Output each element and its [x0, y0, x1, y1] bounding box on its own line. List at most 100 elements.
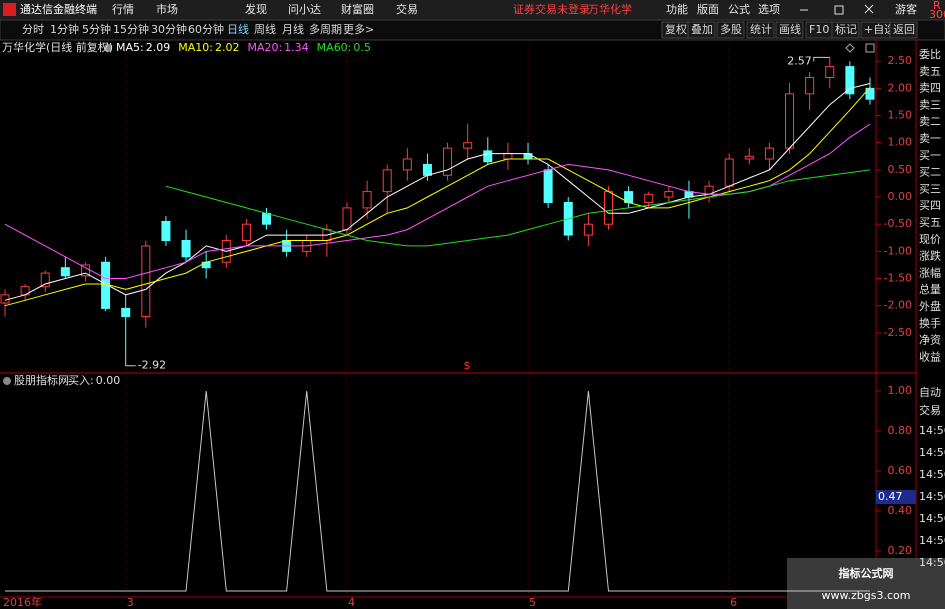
menu-item[interactable]: 问小达 [288, 3, 321, 16]
candle-body [724, 158, 734, 187]
period-tab[interactable]: 月线 [282, 22, 304, 36]
candle-body [825, 66, 835, 78]
tool-label[interactable]: 复权 [665, 22, 687, 36]
period-tab[interactable]: 日线 [227, 22, 249, 36]
quote-label: 卖五 [919, 65, 941, 78]
watermark-url: www.zbgs3.com [822, 589, 911, 602]
y-tick-label: -2.50 [884, 326, 912, 339]
chart-icon [3, 377, 11, 385]
menu-item[interactable]: 功能 [666, 2, 688, 16]
series-line [4, 86, 871, 307]
period-tab[interactable]: 周线 [254, 22, 276, 36]
quote-label: 外盘 [919, 299, 941, 313]
app-name: 通达信金融终端 [20, 2, 97, 16]
window-button[interactable] [864, 4, 874, 14]
period-tab[interactable]: 分时 [22, 23, 44, 36]
candle-body [503, 153, 513, 160]
quote-label: 净资 [919, 333, 941, 347]
quote-label: 买四 [919, 199, 941, 212]
status-text[interactable]: 证券交易未登录 [513, 2, 590, 16]
y-tick-label: 2.50 [888, 54, 913, 67]
time-label: 14:56 [919, 556, 945, 569]
tool-label[interactable]: 标记 [835, 22, 857, 36]
user[interactable]: 游客 [895, 2, 917, 16]
candle-body [60, 267, 70, 277]
tool-button[interactable] [831, 21, 860, 39]
x-tick-label: 5 [529, 596, 536, 609]
tool-label[interactable]: 统计 [750, 23, 772, 36]
tool-button[interactable] [889, 21, 918, 39]
y-tick-label: -2.00 [884, 299, 912, 312]
menu-item[interactable]: 交易 [396, 2, 418, 16]
menu-item[interactable]: 市场 [156, 2, 178, 16]
candle-body [583, 223, 593, 236]
legend-value: 0.5 [353, 41, 371, 54]
period-tab[interactable]: 多周期 [309, 22, 342, 36]
candle-body [262, 212, 272, 225]
legend-value: 1.34 [284, 41, 309, 54]
candle-body [644, 193, 654, 203]
tool-button[interactable] [775, 21, 804, 39]
cursor-label: 0.47 [878, 490, 903, 503]
menu-item[interactable]: 选项 [758, 3, 780, 16]
tool-button[interactable] [746, 21, 775, 39]
y-tick-label: 1.50 [888, 109, 913, 122]
trade-label[interactable]: 自动 [919, 386, 941, 399]
quote-label: 收益 [919, 349, 941, 363]
candle-body [241, 223, 251, 242]
period-tab[interactable]: 5分钟 [82, 22, 111, 36]
tool-label[interactable]: F10 [809, 23, 829, 36]
time-label: 14:56 [919, 512, 945, 525]
tool-label[interactable]: 多股 [720, 22, 742, 36]
period-tab[interactable]: 1分钟 [50, 22, 79, 36]
tool-button[interactable] [687, 21, 716, 39]
chart-title: 万华化学(日线 前复权) [2, 40, 113, 54]
candle-body [865, 87, 875, 100]
y-tick-label: 0.20 [888, 544, 913, 557]
tool-label[interactable]: 返回 [893, 23, 915, 36]
tool-label[interactable]: 画线 [779, 22, 801, 36]
status-text[interactable]: 万华化学 [588, 2, 632, 16]
series-line [4, 83, 871, 301]
period-tab[interactable]: 30分钟 [151, 22, 187, 36]
quote-label: 买一 [919, 149, 941, 162]
trade-label[interactable]: 交易 [919, 403, 941, 417]
legend-name: MA10: [178, 41, 213, 54]
marker: $ [464, 359, 471, 372]
quote-label: 涨幅 [919, 266, 941, 279]
candle-body [744, 155, 754, 160]
quote-label: 委比 [919, 48, 941, 61]
period-tab[interactable]: 15分钟 [113, 22, 149, 36]
window-button[interactable] [834, 5, 844, 15]
period-tab[interactable]: 60分钟 [188, 22, 224, 36]
y-tick-label: -0.50 [884, 217, 912, 230]
time-label: 14:56 [919, 490, 945, 503]
y-tick-label: 0.00 [888, 190, 913, 203]
menu-item[interactable]: 行情 [112, 3, 134, 16]
menu-item[interactable]: 公式 [728, 3, 750, 16]
candle-body [523, 153, 533, 160]
period-tab[interactable]: 更多> [343, 22, 374, 36]
app-logo [3, 3, 16, 16]
title-bar [0, 0, 945, 20]
series-line [165, 169, 871, 247]
candle-body [603, 191, 613, 225]
high-label: 2.57 [787, 54, 812, 67]
menu-item[interactable]: 版面 [697, 2, 719, 16]
panel-icons[interactable] [845, 43, 875, 53]
tool-label[interactable]: 叠加 [691, 23, 713, 36]
legend-value: 2.02 [215, 41, 240, 54]
tool-button[interactable] [716, 21, 745, 39]
candle-body [483, 150, 493, 163]
candle-body [0, 294, 10, 304]
candle-body [543, 169, 553, 203]
tool-label[interactable]: +自选 [864, 23, 895, 36]
candle-body [342, 207, 352, 231]
quote-label: 买二 [919, 166, 941, 179]
menu-item[interactable]: 发现 [245, 2, 267, 16]
legend-name: MA60: [317, 41, 352, 54]
y-tick-label: 2.00 [888, 81, 913, 94]
candle-body [785, 93, 795, 149]
x-tick-label: 3 [127, 596, 134, 609]
menu-item[interactable]: 财富圈 [341, 2, 374, 16]
